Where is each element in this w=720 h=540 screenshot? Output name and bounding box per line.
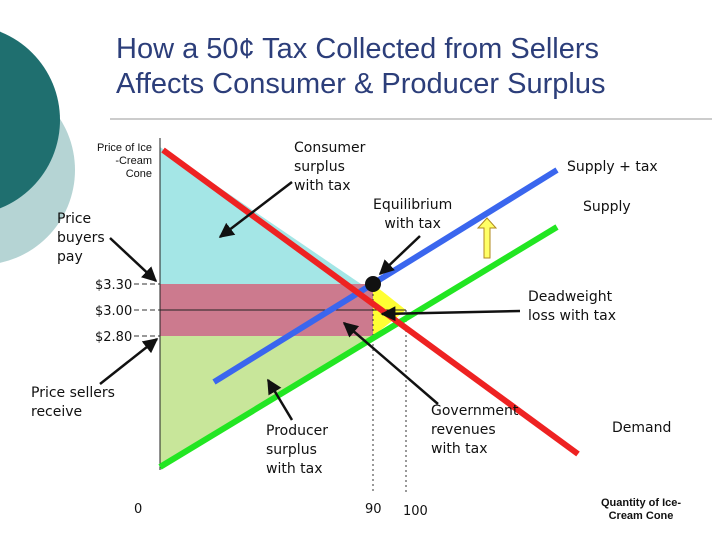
government-revenues-line: Government: [431, 403, 519, 419]
demand-label: Demand: [612, 420, 672, 436]
government-revenues-label: Government revenues with tax: [431, 402, 518, 459]
government-revenues-line: revenues: [431, 422, 496, 438]
y-axis-label-line: Price of Ice: [96, 142, 152, 154]
price-sellers-arrow: [99, 338, 159, 385]
up-arrow-icon: [476, 217, 498, 259]
tick-price-280: $2.80: [95, 330, 133, 345]
consumer-surplus-arrow: [218, 181, 293, 238]
deadweight-arrow: [380, 306, 521, 322]
tick-price-330: $3.30: [95, 278, 133, 293]
price-buyers-pay-line: buyers: [57, 230, 105, 246]
title-line-1: How a 50¢ Tax Collected from Sellers: [116, 33, 600, 65]
y-axis-label-line: Cone: [125, 168, 152, 180]
price-buyers-pay-line: Price: [57, 211, 92, 227]
deadweight-loss-line: Deadweight: [528, 289, 613, 305]
x-axis-label-line: Cream Cone: [608, 510, 674, 522]
equilibrium-label: Equilibrium with tax: [373, 196, 452, 234]
y-axis-label: Price of Ice -Cream Cone: [82, 142, 152, 181]
price-buyers-pay-label: Price buyers pay: [57, 210, 105, 267]
supply-curve: [158, 224, 559, 470]
theme-circle-dark: [0, 31, 60, 209]
price-sellers-receive-label: Price sellers receive: [31, 384, 115, 422]
tick-quantity-100: 100: [403, 504, 428, 519]
y-axis-label-line: -Cream: [115, 155, 152, 167]
tick-quantity-90: 90: [365, 502, 382, 517]
x-axis-label: Quantity of Ice- Cream Cone: [586, 497, 696, 523]
consumer-surplus-label-line: surplus: [294, 159, 345, 175]
tick-price-300: $3.00: [95, 304, 133, 319]
deadweight-loss-label: Deadweight loss with tax: [528, 288, 616, 326]
supply-tax-label: Supply + tax: [567, 159, 658, 175]
government-revenue-arrow: [342, 322, 439, 405]
price-buyers-pay-line: pay: [57, 249, 83, 265]
equilibrium-label-line: with tax: [384, 216, 441, 232]
price-buyers-pay-arrow: [109, 237, 158, 283]
equilibrium-label-line: Equilibrium: [373, 197, 453, 213]
supply-tax-curve: [212, 167, 559, 385]
demand-curve: [161, 147, 580, 457]
slide-title: How a 50¢ Tax Collected from Sellers Aff…: [116, 32, 716, 102]
tick-quantity-0: 0: [134, 502, 143, 517]
producer-surplus-label: Producer surplus with tax: [266, 422, 328, 479]
title-line-2: Affects Consumer & Producer Surplus: [116, 68, 606, 100]
producer-surplus-arrow: [266, 378, 294, 421]
producer-surplus-line: surplus: [266, 442, 317, 458]
price-sellers-receive-line: receive: [31, 404, 83, 420]
equilibrium-arrow: [378, 235, 421, 276]
consumer-surplus-label-line: Consumer: [294, 140, 366, 156]
equilibrium-dot-icon: [365, 276, 381, 292]
government-revenues-line: with tax: [431, 441, 488, 457]
x-axis-label-line: Quantity of Ice-: [600, 497, 682, 509]
producer-surplus-line: Producer: [266, 423, 329, 439]
consumer-surplus-label: Consumer surplus with tax: [294, 139, 365, 196]
producer-surplus-line: with tax: [266, 461, 323, 477]
consumer-surplus-label-line: with tax: [294, 178, 351, 194]
price-sellers-receive-line: Price sellers: [31, 385, 115, 401]
deadweight-loss-line: loss with tax: [528, 308, 616, 324]
supply-label: Supply: [583, 199, 631, 215]
